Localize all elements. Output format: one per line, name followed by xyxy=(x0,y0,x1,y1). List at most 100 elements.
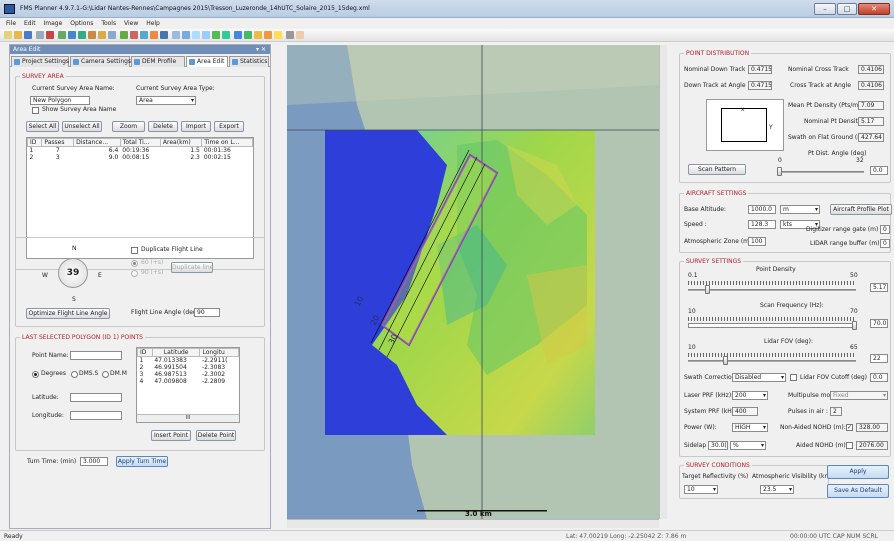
col-total-time[interactable]: Total Ti... xyxy=(119,138,161,147)
fov-thumb[interactable] xyxy=(723,356,728,365)
flag-icon[interactable] xyxy=(150,31,158,39)
scan-freq-thumb[interactable] xyxy=(852,321,857,330)
dmm-radio[interactable] xyxy=(102,371,109,378)
rows-icon[interactable] xyxy=(202,31,210,39)
list-icon[interactable] xyxy=(182,31,190,39)
aircraft-profile-button[interactable]: Aircraft Profile Plot xyxy=(830,204,892,215)
pt-angle-thumb[interactable] xyxy=(777,167,782,176)
fov-slider[interactable] xyxy=(688,360,856,362)
help-icon[interactable] xyxy=(296,31,304,39)
speed-input[interactable]: 128.3 xyxy=(748,220,776,229)
col-time-on-line[interactable]: Time on L... xyxy=(201,138,253,147)
menu-edit[interactable]: Edit xyxy=(23,20,36,27)
sidelap-input[interactable]: 30.0( xyxy=(708,441,728,450)
area-name-input[interactable]: New Polygon xyxy=(30,96,90,105)
dup-opt1-radio[interactable] xyxy=(131,260,138,267)
table-icon[interactable] xyxy=(172,31,180,39)
menu-tools[interactable]: Tools xyxy=(101,20,117,27)
latitude-input[interactable] xyxy=(70,393,122,402)
light-icon[interactable] xyxy=(274,31,282,39)
tab-camera-settings[interactable]: Camera Settings xyxy=(70,56,131,67)
laser-prf-select[interactable]: 200 xyxy=(732,391,768,400)
altitude-input[interactable]: 1000.0 xyxy=(748,205,776,214)
power-select[interactable]: HIGH xyxy=(732,423,768,432)
home-icon[interactable] xyxy=(58,31,66,39)
menu-file[interactable]: File xyxy=(6,20,17,27)
columns-icon[interactable] xyxy=(192,31,200,39)
table-row[interactable]: 2 3 9.0 00:08:15 2.3 00:02:15 xyxy=(29,154,231,161)
sidelap-unit-select[interactable]: % xyxy=(730,441,766,450)
menu-view[interactable]: View xyxy=(124,20,139,27)
monitor-icon[interactable] xyxy=(160,31,168,39)
point-density-thumb[interactable] xyxy=(705,285,710,294)
col-id[interactable]: ID xyxy=(26,138,43,147)
visibility-select[interactable]: 23.5 xyxy=(760,485,794,494)
star-icon[interactable] xyxy=(264,31,272,39)
reflectivity-select[interactable]: 10 xyxy=(684,485,718,494)
multipulse-select[interactable]: Fixed xyxy=(830,391,888,400)
move-icon[interactable] xyxy=(78,31,86,39)
profile-icon[interactable] xyxy=(234,31,242,39)
line-icon[interactable] xyxy=(212,31,220,39)
new-icon[interactable] xyxy=(4,31,12,39)
duplicate-line-button[interactable]: Duplicate line xyxy=(171,262,214,273)
minimize-button[interactable]: – xyxy=(814,3,836,15)
col-area[interactable]: Area(km) xyxy=(159,138,203,147)
print-icon[interactable] xyxy=(36,31,44,39)
zoom-button[interactable]: Zoom xyxy=(112,121,145,132)
table-row[interactable]: 4 47.009808 -2.2809 xyxy=(139,378,226,385)
longitude-input[interactable] xyxy=(70,411,122,420)
compass-dial[interactable]: 39 xyxy=(58,258,88,288)
zoom-icon[interactable] xyxy=(108,31,116,39)
tab-dem-profile[interactable]: DEM Profile xyxy=(131,56,185,67)
map-view[interactable]: 10 20 30 3.0 km xyxy=(287,45,659,519)
insert-point-button[interactable]: Insert Point xyxy=(151,430,191,441)
map-vertical-scrollbar[interactable] xyxy=(659,45,667,519)
optimize-angle-button[interactable]: Optimize Flight Line Angle xyxy=(26,308,110,319)
col-longitude[interactable]: Longitu xyxy=(199,348,239,357)
degrees-radio[interactable] xyxy=(32,371,39,378)
col-distance[interactable]: Distance... xyxy=(73,138,121,147)
save-icon[interactable] xyxy=(24,31,32,39)
col-passes[interactable]: Passes xyxy=(41,138,75,147)
flight-angle-input[interactable]: 90 xyxy=(194,308,220,317)
duplicate-checkbox[interactable] xyxy=(131,247,138,254)
rotate-icon[interactable] xyxy=(88,31,96,39)
point-name-input[interactable] xyxy=(70,351,122,360)
fov-cutoff-checkbox[interactable] xyxy=(790,374,797,381)
panel-controls[interactable]: ▾ ✕ xyxy=(256,46,266,53)
scan-pattern-button[interactable]: Scan Pattern xyxy=(688,164,746,175)
altitude-unit-select[interactable]: m xyxy=(780,205,820,214)
pt-angle-slider[interactable] xyxy=(778,171,864,173)
grid-icon[interactable] xyxy=(140,31,148,39)
select-all-button[interactable]: Select All xyxy=(26,121,59,132)
swath-correction-select[interactable]: Disabled xyxy=(732,373,786,382)
area-type-select[interactable]: Area xyxy=(136,96,196,105)
table-row[interactable]: 2 46.991504 -2.3083 xyxy=(139,364,226,371)
dms-radio[interactable] xyxy=(71,371,78,378)
export-button[interactable]: Export xyxy=(214,121,244,132)
close-button[interactable]: ✕ xyxy=(858,3,890,15)
delete-point-button[interactable]: Delete Point xyxy=(196,430,236,441)
atm-zone-input[interactable]: 100 xyxy=(748,237,766,246)
scan-freq-slider[interactable] xyxy=(688,323,856,328)
map-horizontal-scrollbar[interactable] xyxy=(287,519,659,528)
menu-help[interactable]: Help xyxy=(146,20,160,27)
menu-options[interactable]: Options xyxy=(70,20,94,27)
sun-icon[interactable] xyxy=(254,31,262,39)
dup-opt2-radio[interactable] xyxy=(131,270,138,277)
aided-checkbox[interactable] xyxy=(846,442,853,449)
col-point-id[interactable]: ID xyxy=(137,348,153,357)
map-canvas[interactable]: 10 20 30 3.0 km xyxy=(287,45,659,519)
settings-icon[interactable] xyxy=(286,31,294,39)
fov-cutoff-input[interactable]: 0.0 xyxy=(870,373,888,382)
menu-image[interactable]: Image xyxy=(43,20,63,27)
layer-icon[interactable] xyxy=(120,31,128,39)
point-density-input[interactable]: 5.17 xyxy=(870,283,888,292)
delete-button[interactable]: Delete xyxy=(148,121,178,132)
apply-turn-time-button[interactable]: Apply Turn Time xyxy=(116,456,168,467)
chart-icon[interactable] xyxy=(222,31,230,39)
polygon-icon[interactable] xyxy=(98,31,106,39)
scan-freq-input[interactable]: 70.0 xyxy=(870,319,888,328)
show-name-checkbox[interactable] xyxy=(32,107,39,114)
